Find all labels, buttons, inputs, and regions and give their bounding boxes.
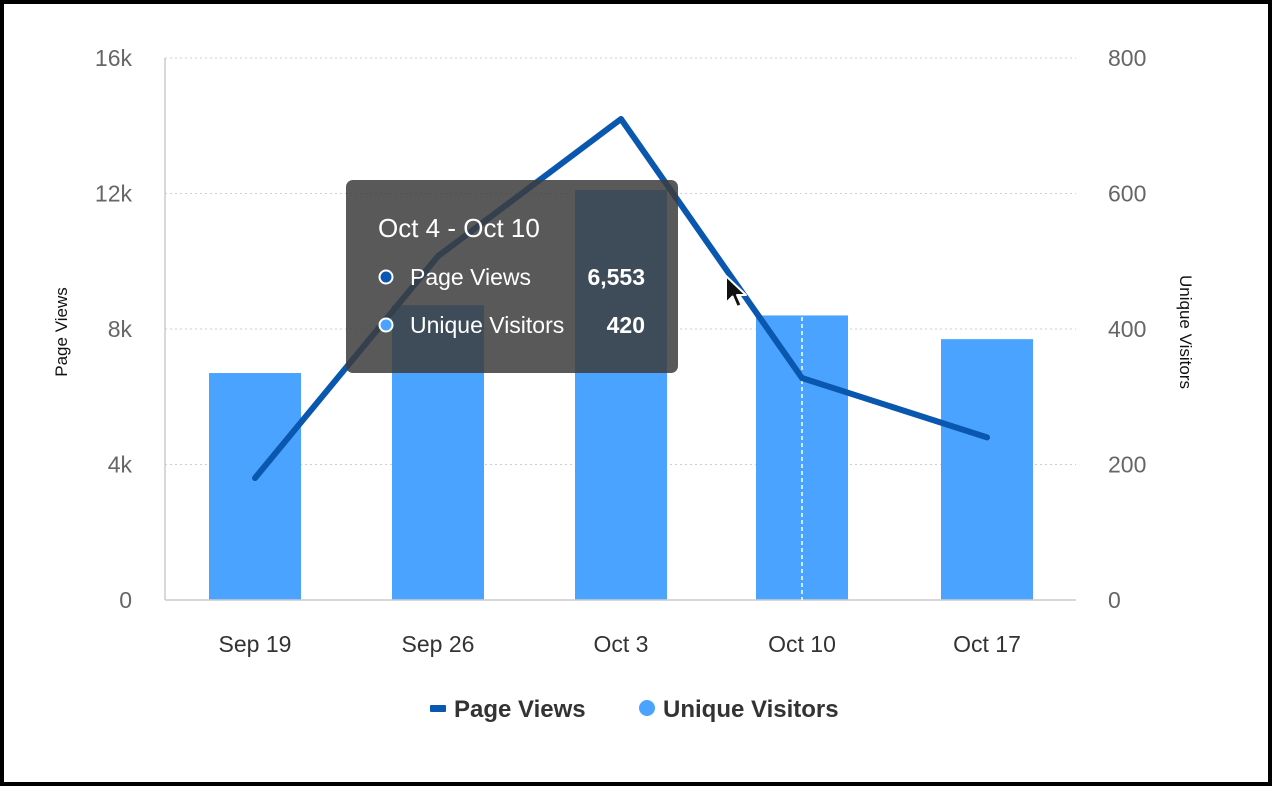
- right-axis-tick-label: 400: [1108, 316, 1146, 342]
- mouse-pointer-icon: [725, 275, 747, 308]
- x-axis-tick-label: Sep 26: [402, 631, 475, 657]
- right-axis-tick-label: 200: [1108, 452, 1146, 478]
- left-axis-tick-label: 12k: [95, 181, 133, 207]
- left-axis-tick-label: 0: [119, 587, 132, 613]
- legend-line-marker: [430, 705, 446, 712]
- legend-label-unique-visitors: Unique Visitors: [663, 696, 839, 723]
- tooltip-background: [346, 180, 678, 373]
- legend-item-unique-visitors[interactable]: Unique Visitors: [639, 696, 839, 723]
- tooltip-title: Oct 4 - Oct 10: [378, 213, 540, 243]
- legend: Page Views Unique Visitors: [430, 696, 839, 723]
- tooltip-value-page-views: 6,553: [587, 264, 645, 290]
- left-axis-title: Page Views: [52, 287, 71, 376]
- x-axis-baseline: [164, 58, 1076, 601]
- x-axis-tick-label: Oct 3: [594, 631, 649, 657]
- tooltip: Oct 4 - Oct 10 Page Views 6,553 Unique V…: [346, 180, 678, 373]
- left-axis-tick-label: 4k: [108, 452, 133, 478]
- x-axis-tick-label: Sep 19: [219, 631, 292, 657]
- right-axis-tick-label: 800: [1108, 45, 1146, 71]
- right-axis-tick-label: 0: [1108, 587, 1121, 613]
- x-axis-tick-label: Oct 17: [953, 631, 1021, 657]
- x-axis-ticks: Sep 19 Sep 26 Oct 3 Oct 10 Oct 17: [219, 631, 1021, 657]
- tooltip-label-page-views: Page Views: [410, 264, 531, 290]
- left-axis-tick-label: 8k: [108, 316, 133, 342]
- tooltip-dot-unique-visitors: [378, 317, 394, 333]
- chart-card: 0 4k 8k 12k 16k 0 200 400 600 800 Sep 19 Sep 26 Oc…: [4, 4, 1268, 782]
- combo-chart[interactable]: 0 4k 8k 12k 16k 0 200 400 600 800 Sep 19 Sep 26 Oc…: [4, 4, 1268, 782]
- bar-unique-visitors[interactable]: [941, 339, 1033, 600]
- right-axis-ticks: 0 200 400 600 800: [1108, 45, 1146, 613]
- bar-unique-visitors[interactable]: [209, 373, 301, 600]
- tooltip-dot-page-views: [378, 269, 394, 285]
- tooltip-label-unique-visitors: Unique Visitors: [410, 312, 564, 338]
- x-axis-tick-label: Oct 10: [768, 631, 836, 657]
- right-axis-tick-label: 600: [1108, 181, 1146, 207]
- legend-label-page-views: Page Views: [454, 696, 586, 723]
- tooltip-value-unique-visitors: 420: [607, 312, 645, 338]
- legend-circle-marker: [639, 700, 655, 716]
- left-axis-tick-label: 16k: [95, 45, 133, 71]
- left-axis-ticks: 0 4k 8k 12k 16k: [95, 45, 133, 613]
- right-axis-title: Unique Visitors: [1176, 275, 1195, 389]
- legend-item-page-views[interactable]: Page Views: [430, 696, 586, 723]
